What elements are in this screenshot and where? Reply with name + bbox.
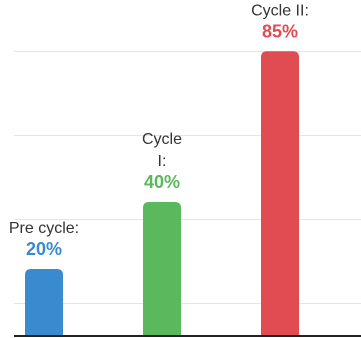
bar-3 <box>261 51 299 336</box>
category-label: Cycle II: <box>251 2 309 19</box>
category-label: I: <box>158 153 167 170</box>
value-label: 40% <box>144 172 180 192</box>
value-label: 85% <box>262 21 298 41</box>
bar-1 <box>25 269 63 336</box>
bars <box>25 51 299 336</box>
bar-2 <box>143 202 181 336</box>
gridlines <box>14 51 361 304</box>
value-label: 20% <box>26 239 62 259</box>
category-label: Pre cycle: <box>9 220 79 237</box>
category-label: Cycle <box>142 131 182 148</box>
bar-labels: 20% Pre cycle: 40% Cycle I: 85% Cycle II: <box>9 2 309 259</box>
